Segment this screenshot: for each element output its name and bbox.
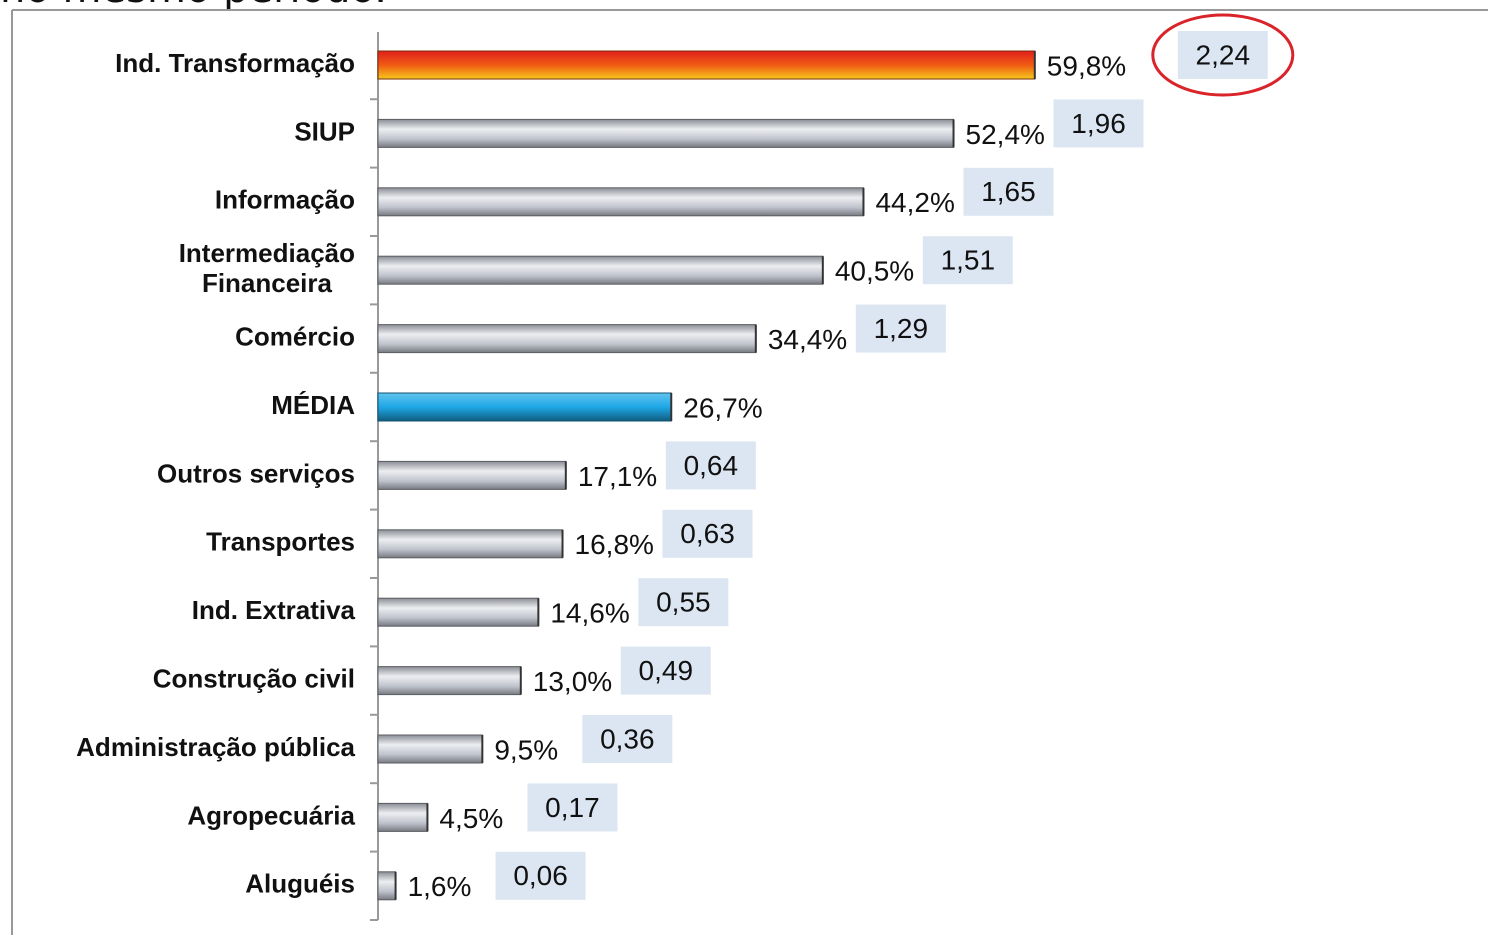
ratio-label: 1,96 <box>1071 108 1126 139</box>
bar <box>377 118 955 148</box>
value-label: 17,1% <box>578 461 657 492</box>
ratio-label: 0,63 <box>680 518 735 549</box>
ratio-box <box>665 441 756 490</box>
category-label: MÉDIA <box>271 390 355 420</box>
ratio-box <box>963 167 1054 216</box>
category-label: Informação <box>215 185 355 215</box>
ratio-box <box>620 646 711 695</box>
bar <box>377 666 522 696</box>
value-label: 26,7% <box>683 392 762 423</box>
category-label: Administração pública <box>76 732 355 762</box>
ratio-label: 1,51 <box>941 245 996 276</box>
highlight-circle <box>1151 13 1295 97</box>
ratio-box <box>1053 99 1144 148</box>
ratio-box <box>1177 31 1268 79</box>
ratio-label: 0,49 <box>639 655 694 686</box>
ratio-box <box>922 236 1013 285</box>
ratio-label: 1,65 <box>981 176 1036 207</box>
ratio-label: 0,55 <box>656 587 711 618</box>
bar <box>377 529 564 559</box>
category-label: Aluguéis <box>245 869 355 899</box>
value-label: 52,4% <box>966 119 1045 150</box>
bar <box>377 734 483 764</box>
value-label: 16,8% <box>575 529 654 560</box>
category-label: Agropecuária <box>187 800 355 830</box>
bar <box>377 50 1036 80</box>
ratio-box <box>855 304 946 353</box>
category-label: Transportes <box>206 527 355 557</box>
category-label: Outros serviços <box>157 458 355 488</box>
ratio-label: 0,06 <box>513 860 568 891</box>
ratio-label: 0,64 <box>684 450 739 481</box>
ratio-label: 0,36 <box>600 723 655 754</box>
value-label: 44,2% <box>875 187 954 218</box>
value-label: 1,6% <box>408 871 472 902</box>
category-label: SIUP <box>294 116 355 146</box>
value-label: 34,4% <box>768 324 847 355</box>
value-label: 4,5% <box>439 803 503 834</box>
ratio-label: 0,17 <box>545 792 600 823</box>
ratio-box <box>638 578 729 627</box>
value-label: 13,0% <box>533 666 612 697</box>
category-label: Ind. Extrativa <box>192 595 356 625</box>
ratio-label: 2,24 <box>1196 39 1251 70</box>
value-label: 9,5% <box>494 734 558 765</box>
category-label: Intermediação Financeira <box>179 238 355 298</box>
bar <box>377 392 672 422</box>
ratio-box <box>582 715 673 763</box>
bar <box>377 460 567 490</box>
ratio-label: 1,29 <box>874 313 929 344</box>
ratio-box <box>662 509 753 558</box>
ratio-box <box>495 851 586 900</box>
bar <box>377 597 539 627</box>
value-label: 14,6% <box>550 598 629 629</box>
bar <box>377 871 397 901</box>
ratio-box <box>527 783 618 832</box>
bar <box>377 255 824 285</box>
value-label: 40,5% <box>835 256 914 287</box>
bar <box>377 324 757 354</box>
bar <box>377 187 864 217</box>
value-label: 59,8% <box>1047 50 1126 81</box>
category-label: Comércio <box>235 321 355 351</box>
category-label: Ind. Transformação <box>115 48 355 78</box>
category-label: Construção civil <box>153 663 355 693</box>
bar <box>377 802 428 832</box>
